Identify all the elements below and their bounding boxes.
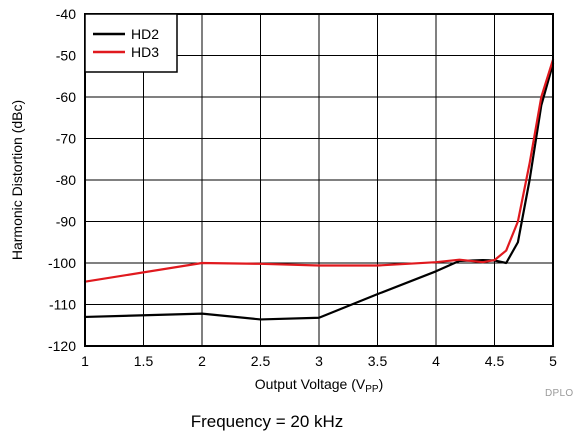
y-tick-label: -40: [56, 6, 76, 22]
x-tick-label: 5: [549, 353, 557, 369]
y-tick-label: -120: [48, 338, 76, 354]
x-tick-label: 2: [198, 353, 206, 369]
frequency-caption: Frequency = 20 kHz: [190, 412, 344, 431]
x-tick-label: 3.5: [368, 353, 388, 369]
corner-label: DPLO: [545, 388, 574, 399]
y-axis-label: Harmonic Distortion (dBc): [9, 100, 25, 260]
y-tick-label: -90: [56, 214, 76, 230]
x-axis-label-end: ): [379, 376, 384, 392]
y-tick-label: -70: [56, 131, 76, 147]
x-tick-label: 1.5: [134, 353, 154, 369]
series-line-hd3: [83, 58, 555, 283]
x-tick-labels: 1 1.5 2 2.5 3 3.5 4 4.5 5: [81, 353, 557, 369]
y-tick-label: -80: [56, 172, 76, 188]
plot-frame: [84, 13, 554, 347]
x-tick-label: 2.5: [251, 353, 271, 369]
x-tick-label: 1: [81, 353, 89, 369]
legend-box: [84, 13, 178, 73]
y-tick-label: -50: [56, 48, 76, 64]
legend-label: HD3: [131, 44, 159, 60]
y-tick-label: -110: [49, 297, 76, 313]
y-tick-label: -60: [56, 89, 76, 105]
x-axis-label-subscript: PP: [365, 384, 379, 395]
x-axis-label: Output Voltage (VPP): [255, 376, 384, 395]
legend-label: HD2: [131, 26, 159, 42]
y-tick-label: -100: [48, 255, 76, 271]
x-tick-label: 4: [432, 353, 440, 369]
y-tick-labels: -120 -110 -100 -90 -80 -70 -60 -50 -40: [48, 6, 76, 354]
x-tick-label: 3: [315, 353, 323, 369]
series-group: [83, 58, 555, 321]
x-tick-label: 4.5: [485, 353, 505, 369]
